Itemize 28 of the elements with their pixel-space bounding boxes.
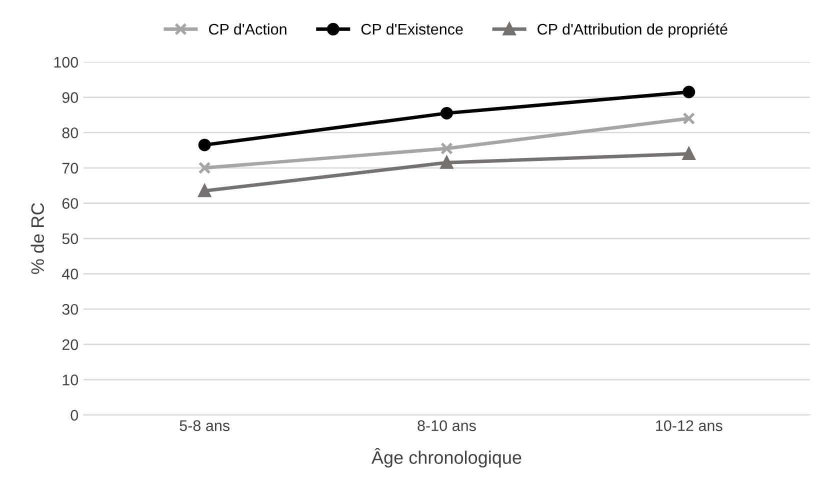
y-tick-label: 50 [62,233,78,244]
x-tick-label: 5-8 ans [180,420,230,432]
y-tick-label: 60 [62,198,78,209]
legend-label: CP d'Existence [361,23,463,35]
point [682,86,696,98]
legend-label: CP d'Attribution de propriété [538,23,728,38]
y-tick-label: 20 [62,339,78,350]
x-tick-label: 8-10 ans [418,420,476,432]
y-tick-label: 90 [62,92,78,103]
y-tick-label: 0 [70,410,78,421]
point [198,184,211,198]
point [198,138,211,152]
x-axis-title: Âge chronologique [371,448,522,468]
point [682,112,696,125]
x-tick-label: 10-12 ans [656,420,722,432]
y-axis-title: % de RC [30,203,44,274]
y-tick-label: 100 [54,56,78,68]
y-tick-label: 40 [62,268,78,280]
point [682,148,696,160]
point [440,156,453,169]
y-tick-label: 80 [62,127,78,138]
y-tick-label: 10 [62,374,78,386]
point [198,162,211,174]
point [440,142,453,155]
y-tick-label: 30 [62,304,78,315]
point [440,106,453,120]
legend-label: CP d'Action [209,23,286,35]
y-tick-label: 70 [62,162,78,174]
